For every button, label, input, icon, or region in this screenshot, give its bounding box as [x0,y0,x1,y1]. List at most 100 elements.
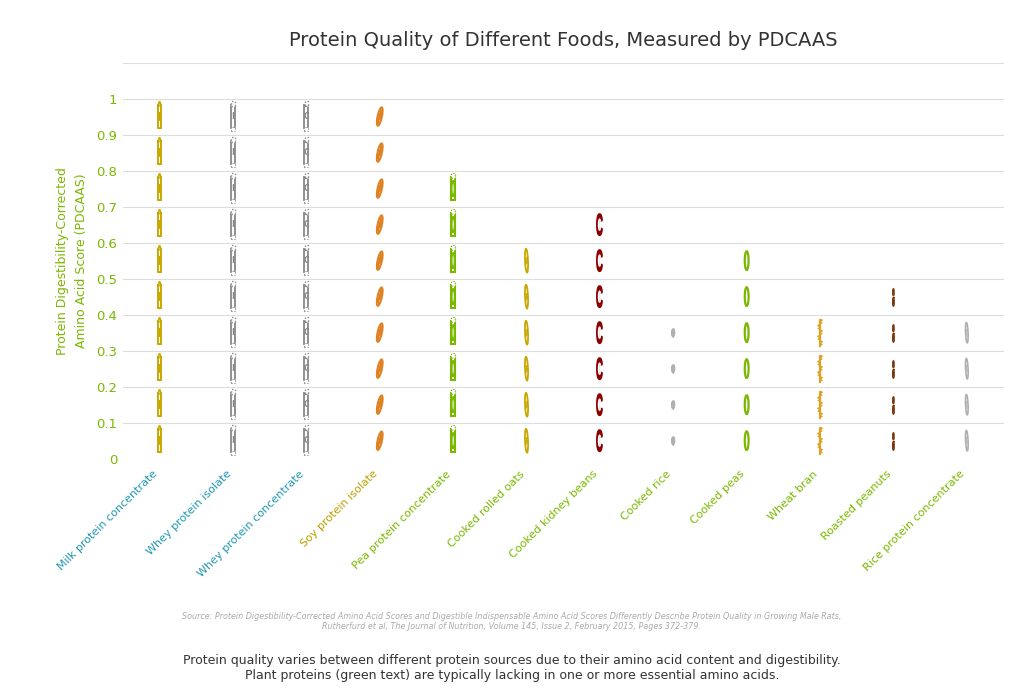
FancyBboxPatch shape [304,213,308,236]
FancyBboxPatch shape [304,452,308,455]
Polygon shape [158,209,162,213]
FancyBboxPatch shape [231,245,234,250]
Text: Cooked rice: Cooked rice [620,469,674,522]
Text: I: I [231,148,234,157]
FancyBboxPatch shape [231,141,234,164]
FancyBboxPatch shape [304,393,308,416]
Circle shape [378,370,379,375]
Ellipse shape [966,359,968,379]
Circle shape [379,438,380,443]
Circle shape [378,117,379,123]
FancyBboxPatch shape [452,354,455,358]
FancyBboxPatch shape [452,250,455,272]
Text: Cooked kidney beans: Cooked kidney beans [508,469,600,560]
FancyBboxPatch shape [158,141,162,164]
FancyBboxPatch shape [304,236,308,239]
Circle shape [378,190,379,195]
Text: C: C [303,436,309,445]
Circle shape [379,330,380,335]
Circle shape [378,154,379,159]
Circle shape [379,258,380,263]
Circle shape [378,298,379,303]
Ellipse shape [893,442,894,450]
Circle shape [452,253,455,268]
Ellipse shape [893,370,894,378]
FancyBboxPatch shape [452,245,455,250]
Text: Whey protein isolate: Whey protein isolate [144,469,232,557]
FancyBboxPatch shape [304,173,308,178]
Circle shape [379,186,380,191]
Circle shape [744,432,749,450]
FancyBboxPatch shape [231,127,234,131]
FancyBboxPatch shape [304,163,308,167]
Circle shape [378,442,379,448]
Text: I: I [231,292,234,301]
Circle shape [452,433,455,448]
Circle shape [379,114,380,120]
Ellipse shape [377,395,383,414]
Ellipse shape [377,252,383,270]
Circle shape [381,326,382,332]
Text: Rice protein concentrate: Rice protein concentrate [862,469,967,573]
Text: C: C [303,220,309,229]
FancyBboxPatch shape [231,137,234,142]
Ellipse shape [377,324,383,342]
FancyBboxPatch shape [231,343,234,348]
Circle shape [379,222,380,227]
Ellipse shape [377,432,383,450]
Ellipse shape [525,393,528,416]
FancyBboxPatch shape [304,379,308,383]
Polygon shape [158,101,162,106]
FancyBboxPatch shape [231,285,234,308]
Ellipse shape [377,143,383,162]
FancyBboxPatch shape [231,379,234,383]
Polygon shape [159,364,160,373]
Circle shape [381,254,382,259]
Ellipse shape [893,406,894,414]
Circle shape [381,218,382,223]
FancyBboxPatch shape [304,141,308,164]
Circle shape [381,398,382,404]
FancyBboxPatch shape [304,321,308,344]
Text: I: I [231,184,234,193]
FancyBboxPatch shape [158,430,162,452]
Polygon shape [159,184,160,193]
FancyBboxPatch shape [304,357,308,380]
Text: Pea protein concentrate: Pea protein concentrate [351,469,453,571]
Text: Wheat bran: Wheat bran [767,469,820,522]
Text: C: C [303,184,309,193]
FancyBboxPatch shape [452,318,455,322]
FancyBboxPatch shape [231,213,234,236]
FancyBboxPatch shape [231,357,234,380]
Polygon shape [159,436,160,445]
Text: C: C [303,328,309,337]
FancyBboxPatch shape [231,307,234,311]
Ellipse shape [377,108,383,126]
FancyBboxPatch shape [304,127,308,131]
Text: I: I [231,400,234,409]
Circle shape [379,294,380,300]
Ellipse shape [377,288,383,306]
Text: Cooked rolled oats: Cooked rolled oats [446,469,526,549]
Circle shape [452,289,455,304]
FancyBboxPatch shape [158,393,162,416]
FancyBboxPatch shape [304,343,308,348]
FancyBboxPatch shape [231,177,234,200]
Circle shape [452,325,455,341]
Ellipse shape [525,429,528,452]
FancyBboxPatch shape [231,430,234,452]
FancyBboxPatch shape [231,425,234,430]
Text: C: C [303,112,309,121]
Polygon shape [158,425,162,430]
Circle shape [381,146,382,152]
FancyBboxPatch shape [231,101,234,106]
Title: Protein Quality of Different Foods, Measured by PDCAAS: Protein Quality of Different Foods, Meas… [289,31,838,50]
FancyBboxPatch shape [158,285,162,308]
Circle shape [381,290,382,295]
Polygon shape [158,245,162,250]
FancyBboxPatch shape [231,236,234,239]
FancyBboxPatch shape [158,321,162,344]
FancyBboxPatch shape [304,281,308,286]
Circle shape [378,406,379,411]
FancyBboxPatch shape [304,137,308,142]
